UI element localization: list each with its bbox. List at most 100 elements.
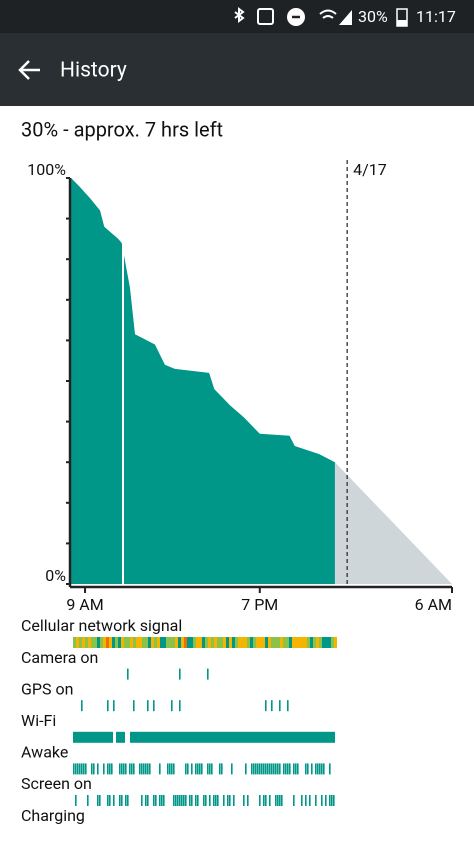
x-tick-label: 9 AM: [66, 595, 103, 614]
event-stripe: [283, 763, 285, 775]
event-stripe: [147, 795, 149, 806]
event-stripe: [287, 763, 289, 775]
event-stripe: [195, 795, 197, 806]
event-stripe: [197, 795, 199, 806]
event-stripe: [153, 795, 155, 806]
event-stripe: [185, 795, 187, 806]
event-stripe: [83, 763, 85, 775]
event-stripe: [121, 795, 123, 806]
signal-stripe: [88, 637, 91, 648]
event-stripe: [153, 700, 155, 712]
event-stripe: [173, 795, 175, 806]
signal-stripe: [322, 637, 325, 648]
event-stripe: [279, 795, 281, 806]
event-stripe: [155, 795, 157, 806]
back-button[interactable]: [18, 60, 40, 80]
event-stripe: [331, 795, 333, 806]
event-stripe: [77, 763, 79, 775]
event-stripe: [287, 700, 289, 712]
signal-stripe: [247, 637, 250, 648]
event-stripe: [263, 795, 265, 806]
summary: 30% - approx. 7 hrs left: [21, 117, 223, 141]
event-stripe: [259, 795, 261, 806]
signal-stripe: [118, 637, 121, 648]
signal-stripe: [76, 637, 79, 648]
signal-stripe: [190, 637, 193, 648]
signal-stripe: [214, 637, 217, 648]
signal-stripe: [199, 637, 202, 648]
clock: 11:17: [416, 7, 456, 26]
event-stripe: [147, 700, 149, 712]
event-stripe: [221, 763, 223, 775]
event-stripe: [319, 763, 321, 775]
signal-stripe: [133, 637, 136, 648]
event-stripe: [219, 763, 221, 775]
signal-stripe: [319, 637, 322, 648]
event-stripe: [109, 763, 111, 775]
event-stripe: [233, 795, 235, 806]
event-stripe: [171, 763, 173, 775]
event-rows: Cellular network signal Camera on GPS on Wi…: [21, 616, 337, 825]
event-stripe: [261, 763, 263, 775]
event-stripe: [185, 763, 187, 775]
signal-stripe: [310, 637, 313, 648]
event-stripe: [197, 763, 199, 775]
signal-stripe: [127, 637, 130, 648]
event-stripe: [149, 763, 151, 775]
event-stripe: [209, 795, 211, 806]
event-stripe: [139, 763, 141, 775]
signal-stripe: [187, 637, 190, 648]
signal-stripe: [277, 637, 280, 648]
event-stripe: [209, 763, 211, 775]
event-stripe: [229, 795, 231, 806]
event-stripe: [79, 763, 81, 775]
event-stripe: [121, 763, 123, 775]
signal-stripe: [82, 637, 85, 648]
event-stripe: [131, 763, 133, 775]
signal-stripe: [232, 637, 235, 648]
event-stripe: [251, 763, 253, 775]
event-stripe: [119, 795, 121, 806]
event-stripe: [97, 795, 99, 806]
event-stripe: [321, 795, 323, 806]
event-stripe: [293, 795, 295, 806]
event-stripe: [273, 763, 275, 775]
wifi-icon: [319, 9, 337, 19]
event-stripe: [211, 763, 213, 775]
x-tick-label: 6 AM: [415, 595, 452, 614]
event-stripe: [289, 763, 291, 775]
event-stripe: [255, 763, 257, 775]
signal-stripe: [220, 637, 223, 648]
signal-stripe: [295, 637, 298, 648]
event-stripe: [271, 763, 273, 775]
event-stripe: [227, 795, 229, 806]
event-stripe: [295, 763, 297, 775]
event-stripe: [325, 795, 327, 806]
event-stripe: [191, 763, 193, 775]
signal-stripe: [313, 637, 316, 648]
event-stripe: [109, 795, 111, 806]
event-stripe: [175, 795, 177, 806]
predicted-area: [334, 462, 452, 584]
signal-stripe: [298, 637, 301, 648]
event-stripe: [171, 700, 173, 712]
event-stripe: [111, 763, 113, 775]
signal-stripe: [172, 637, 175, 648]
event-stripe: [279, 763, 281, 775]
signal-stripe: [256, 637, 259, 648]
app-bar: [0, 33, 474, 106]
event-stripe: [195, 763, 197, 775]
signal-stripe: [286, 637, 289, 648]
signal-stripe: [130, 637, 133, 648]
signal-stripe: [106, 637, 109, 648]
event-stripe: [167, 763, 169, 775]
event-stripe: [125, 795, 127, 806]
event-stripe: [315, 763, 317, 775]
event-stripe: [81, 763, 83, 775]
signal-stripe: [100, 637, 103, 648]
signal-stripe: [217, 637, 220, 648]
signal-stripe: [151, 637, 154, 648]
event-stripe: [169, 763, 171, 775]
event-stripe: [275, 795, 277, 806]
